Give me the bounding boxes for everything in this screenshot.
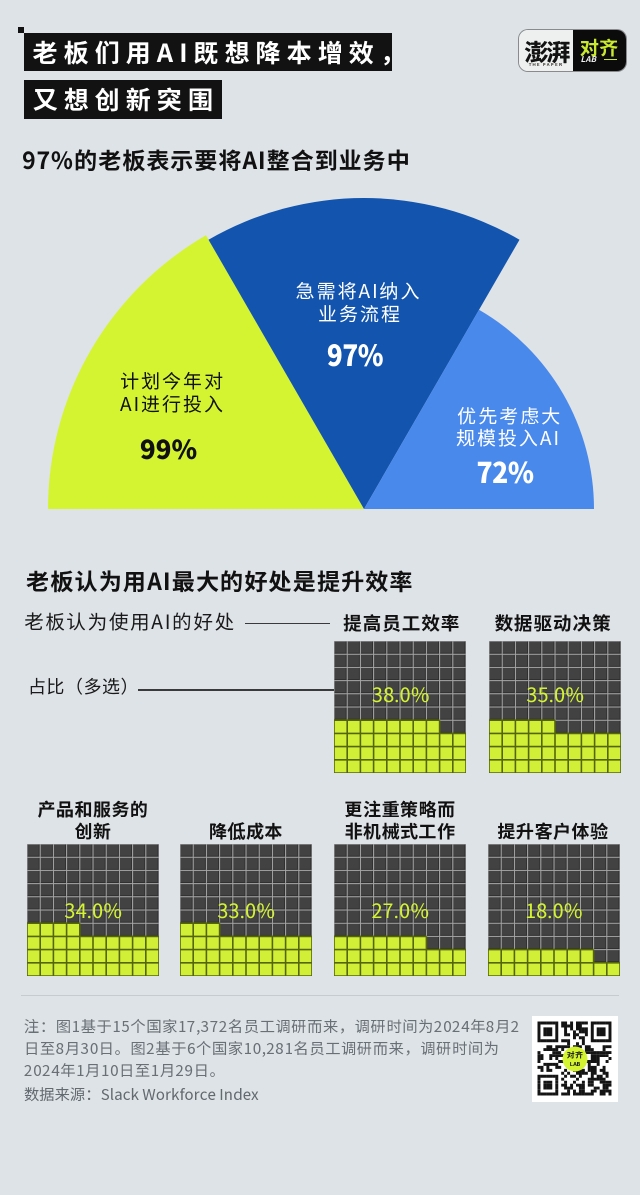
svg-text:LAB: LAB — [570, 1060, 581, 1068]
svg-text:对齐: 对齐 — [566, 1050, 583, 1061]
